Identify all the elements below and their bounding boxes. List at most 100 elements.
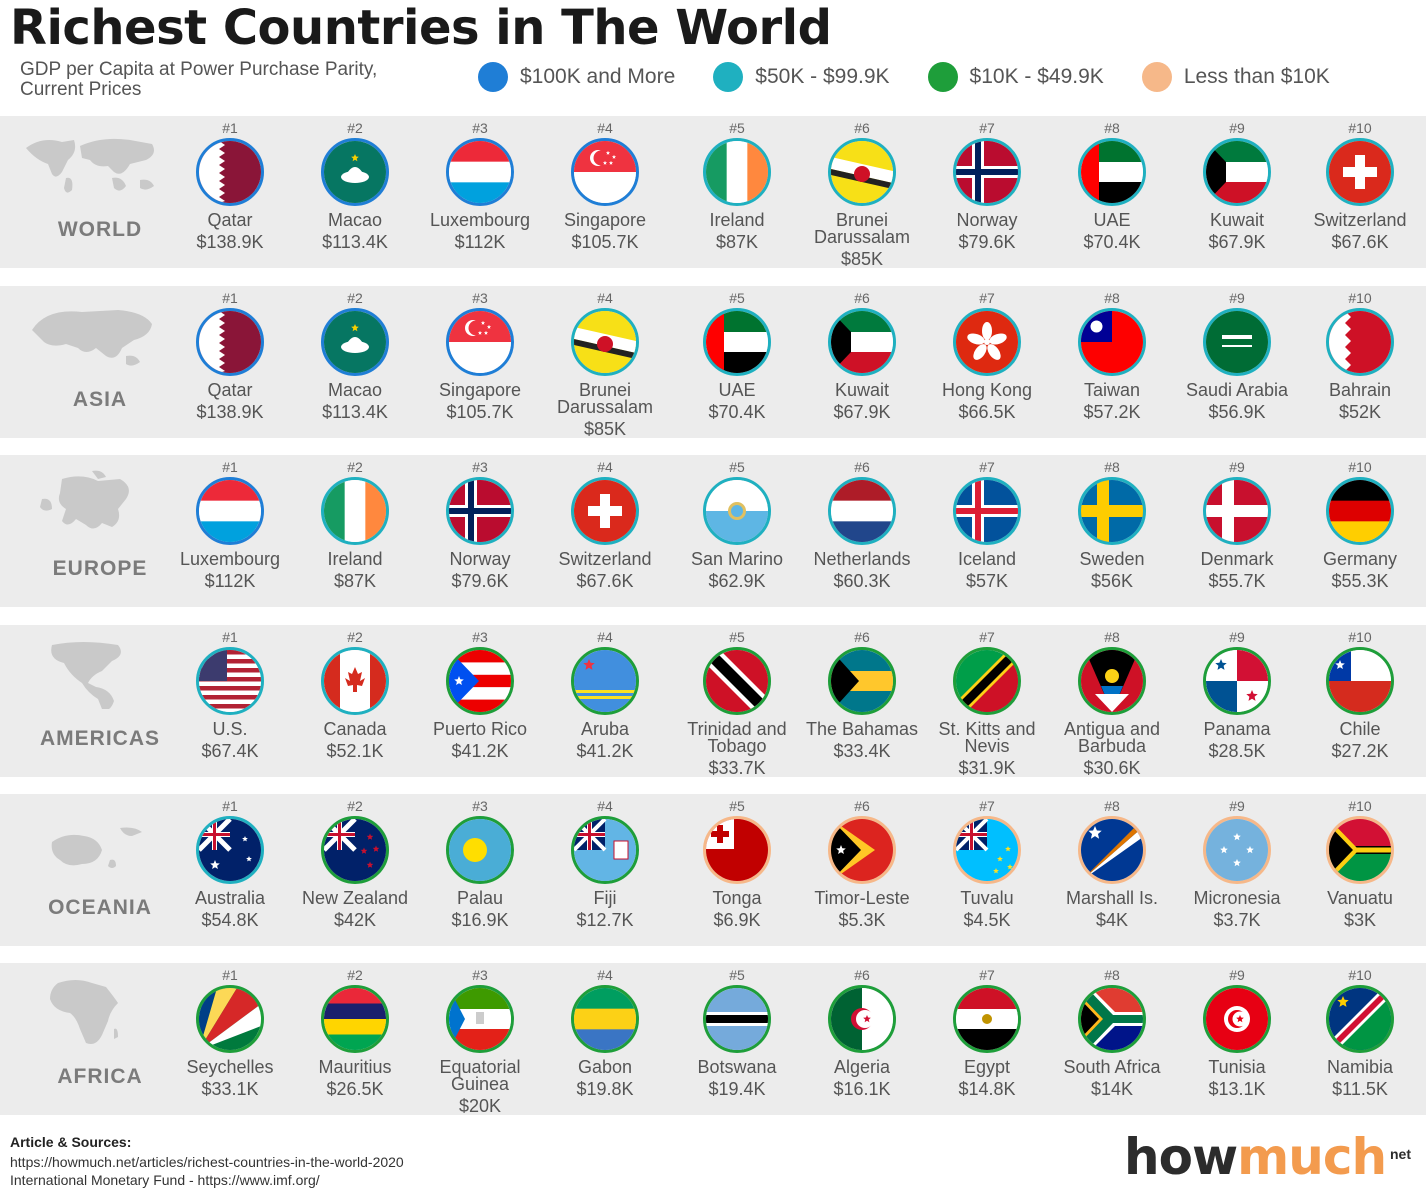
brunei-flag-icon xyxy=(828,138,896,206)
gdp-value: $4.5K xyxy=(963,910,1011,930)
country-entry: #9 Micronesia $3.7K xyxy=(1175,794,1299,931)
country-entry: #5 San Marino $62.9K xyxy=(675,455,799,592)
rank-label: #9 xyxy=(1229,629,1245,645)
country-entry: #9 Saudi Arabia $56.9K xyxy=(1175,286,1299,423)
aruba-flag-icon xyxy=(571,647,639,715)
legend-dot-100k xyxy=(478,62,508,92)
gdp-value: $26.5K xyxy=(326,1079,384,1099)
country-entry: #3 Luxembourg $112K xyxy=(418,116,542,253)
country-entry: #6 Timor-Leste $5.3K xyxy=(800,794,924,931)
country-name: Namibia xyxy=(1326,1057,1394,1077)
rank-label: #7 xyxy=(979,798,995,814)
rank-label: #3 xyxy=(472,967,488,983)
trinidad-flag-icon xyxy=(703,647,771,715)
gdp-value: $28.5K xyxy=(1208,741,1266,761)
country-entry: #1 U.S. $67.4K xyxy=(168,625,292,762)
rank-label: #4 xyxy=(597,967,613,983)
country-entry: #8 South Africa $14K xyxy=(1050,963,1174,1100)
country-entry: #8 Sweden $56K xyxy=(1050,455,1174,592)
gdp-value: $105.7K xyxy=(571,232,639,252)
eqguinea-flag-icon xyxy=(446,985,514,1053)
country-name: Hong Kong xyxy=(941,380,1033,400)
country-entry: #10 Switzerland $67.6K xyxy=(1298,116,1422,253)
country-name: Sweden xyxy=(1079,549,1145,569)
palau-flag-icon xyxy=(446,816,514,884)
rank-label: #8 xyxy=(1104,290,1120,306)
country-entry: #2 Macao $113.4K xyxy=(293,286,417,423)
country-name: New Zealand xyxy=(301,888,409,908)
rank-label: #9 xyxy=(1229,120,1245,136)
singapore-flag-icon xyxy=(446,308,514,376)
bahamas-flag-icon xyxy=(828,647,896,715)
rank-label: #9 xyxy=(1229,967,1245,983)
region-americas: AMERICAS #1 U.S. $67.4K #2 Canada $52.1K #3 Puer… xyxy=(0,625,1426,778)
rank-label: #3 xyxy=(472,798,488,814)
rank-label: #8 xyxy=(1104,120,1120,136)
rank-label: #8 xyxy=(1104,967,1120,983)
rank-label: #4 xyxy=(597,798,613,814)
legend: $100K and More $50K - $99.9K $10K - $49.… xyxy=(478,62,1368,92)
country-entry: #10 Vanuatu $3K xyxy=(1298,794,1422,931)
subtitle-line-2: Current Prices xyxy=(20,79,142,100)
country-entry: #6 Kuwait $67.9K xyxy=(800,286,924,423)
gdp-value: $19.4K xyxy=(708,1079,766,1099)
rank-label: #3 xyxy=(472,290,488,306)
gabon-flag-icon xyxy=(571,985,639,1053)
country-name: Brunei Darussalam xyxy=(556,380,654,417)
country-name: Taiwan xyxy=(1083,380,1141,400)
country-entry: #7 Norway $79.6K xyxy=(925,116,1049,253)
country-name: Egypt xyxy=(963,1057,1011,1077)
rank-label: #10 xyxy=(1348,290,1372,306)
netherlands-flag-icon xyxy=(828,477,896,545)
country-name: Singapore xyxy=(563,210,647,230)
logo-net: net xyxy=(1390,1146,1411,1162)
country-entry: #3 Singapore $105.7K xyxy=(418,286,542,423)
country-name: San Marino xyxy=(690,549,784,569)
gdp-value: $62.9K xyxy=(708,571,766,591)
legend-label-50k: $50K - $99.9K xyxy=(755,65,890,88)
country-name: Germany xyxy=(1322,549,1398,569)
country-name: UAE xyxy=(1093,210,1131,230)
rank-label: #2 xyxy=(347,967,363,983)
luxembourg-flag-icon xyxy=(196,477,264,545)
rank-label: #5 xyxy=(729,290,745,306)
kuwait-flag-icon xyxy=(1203,138,1271,206)
rank-label: #10 xyxy=(1348,459,1372,475)
sweden-flag-icon xyxy=(1078,477,1146,545)
usa-flag-icon xyxy=(196,647,264,715)
mauritius-flag-icon xyxy=(321,985,389,1053)
region-europe: EUROPE #1 Luxembourg $112K #2 Ireland $87K #3 No… xyxy=(0,455,1426,607)
country-entry: #8 UAE $70.4K xyxy=(1050,116,1174,253)
region-asia: ASIA #1 Qatar $138.9K #2 Macao $113.4K #3 Singap… xyxy=(0,286,1426,439)
country-entry: #3 Palau $16.9K xyxy=(418,794,542,931)
country-entry: #4 Fiji $12.7K xyxy=(543,794,667,931)
rank-label: #6 xyxy=(854,798,870,814)
sanmarino-flag-icon xyxy=(703,477,771,545)
rank-label: #9 xyxy=(1229,290,1245,306)
country-name: St. Kitts and Nevis xyxy=(938,719,1036,756)
rank-label: #7 xyxy=(979,120,995,136)
country-entry: #3 Puerto Rico $41.2K xyxy=(418,625,542,762)
switzerland-flag-icon xyxy=(1326,138,1394,206)
legend-dot-10k xyxy=(927,62,958,92)
country-name: Macao xyxy=(327,210,383,230)
source-article-link[interactable]: https://howmuch.net/articles/richest-cou… xyxy=(10,1154,404,1170)
country-name: Antigua and Barbuda xyxy=(1063,719,1161,756)
rank-label: #1 xyxy=(222,120,238,136)
rank-label: #2 xyxy=(347,798,363,814)
source-imf-link[interactable]: International Monetary Fund - https://ww… xyxy=(10,1172,320,1188)
country-entry: #8 Taiwan $57.2K xyxy=(1050,286,1174,423)
country-entry: #4 Gabon $19.8K xyxy=(543,963,667,1100)
gdp-value: $6.9K xyxy=(713,910,761,930)
gdp-value: $57K xyxy=(965,571,1009,591)
country-name: Denmark xyxy=(1200,549,1274,569)
gdp-value: $138.9K xyxy=(196,402,264,422)
country-name: Norway xyxy=(449,549,511,569)
qatar-flag-icon xyxy=(196,138,264,206)
country-name: Australia xyxy=(194,888,266,908)
gdp-value: $60.3K xyxy=(833,571,891,591)
rank-label: #3 xyxy=(472,459,488,475)
timor-flag-icon xyxy=(828,816,896,884)
logo-much: much xyxy=(1237,1128,1387,1186)
country-name: Norway xyxy=(956,210,1018,230)
